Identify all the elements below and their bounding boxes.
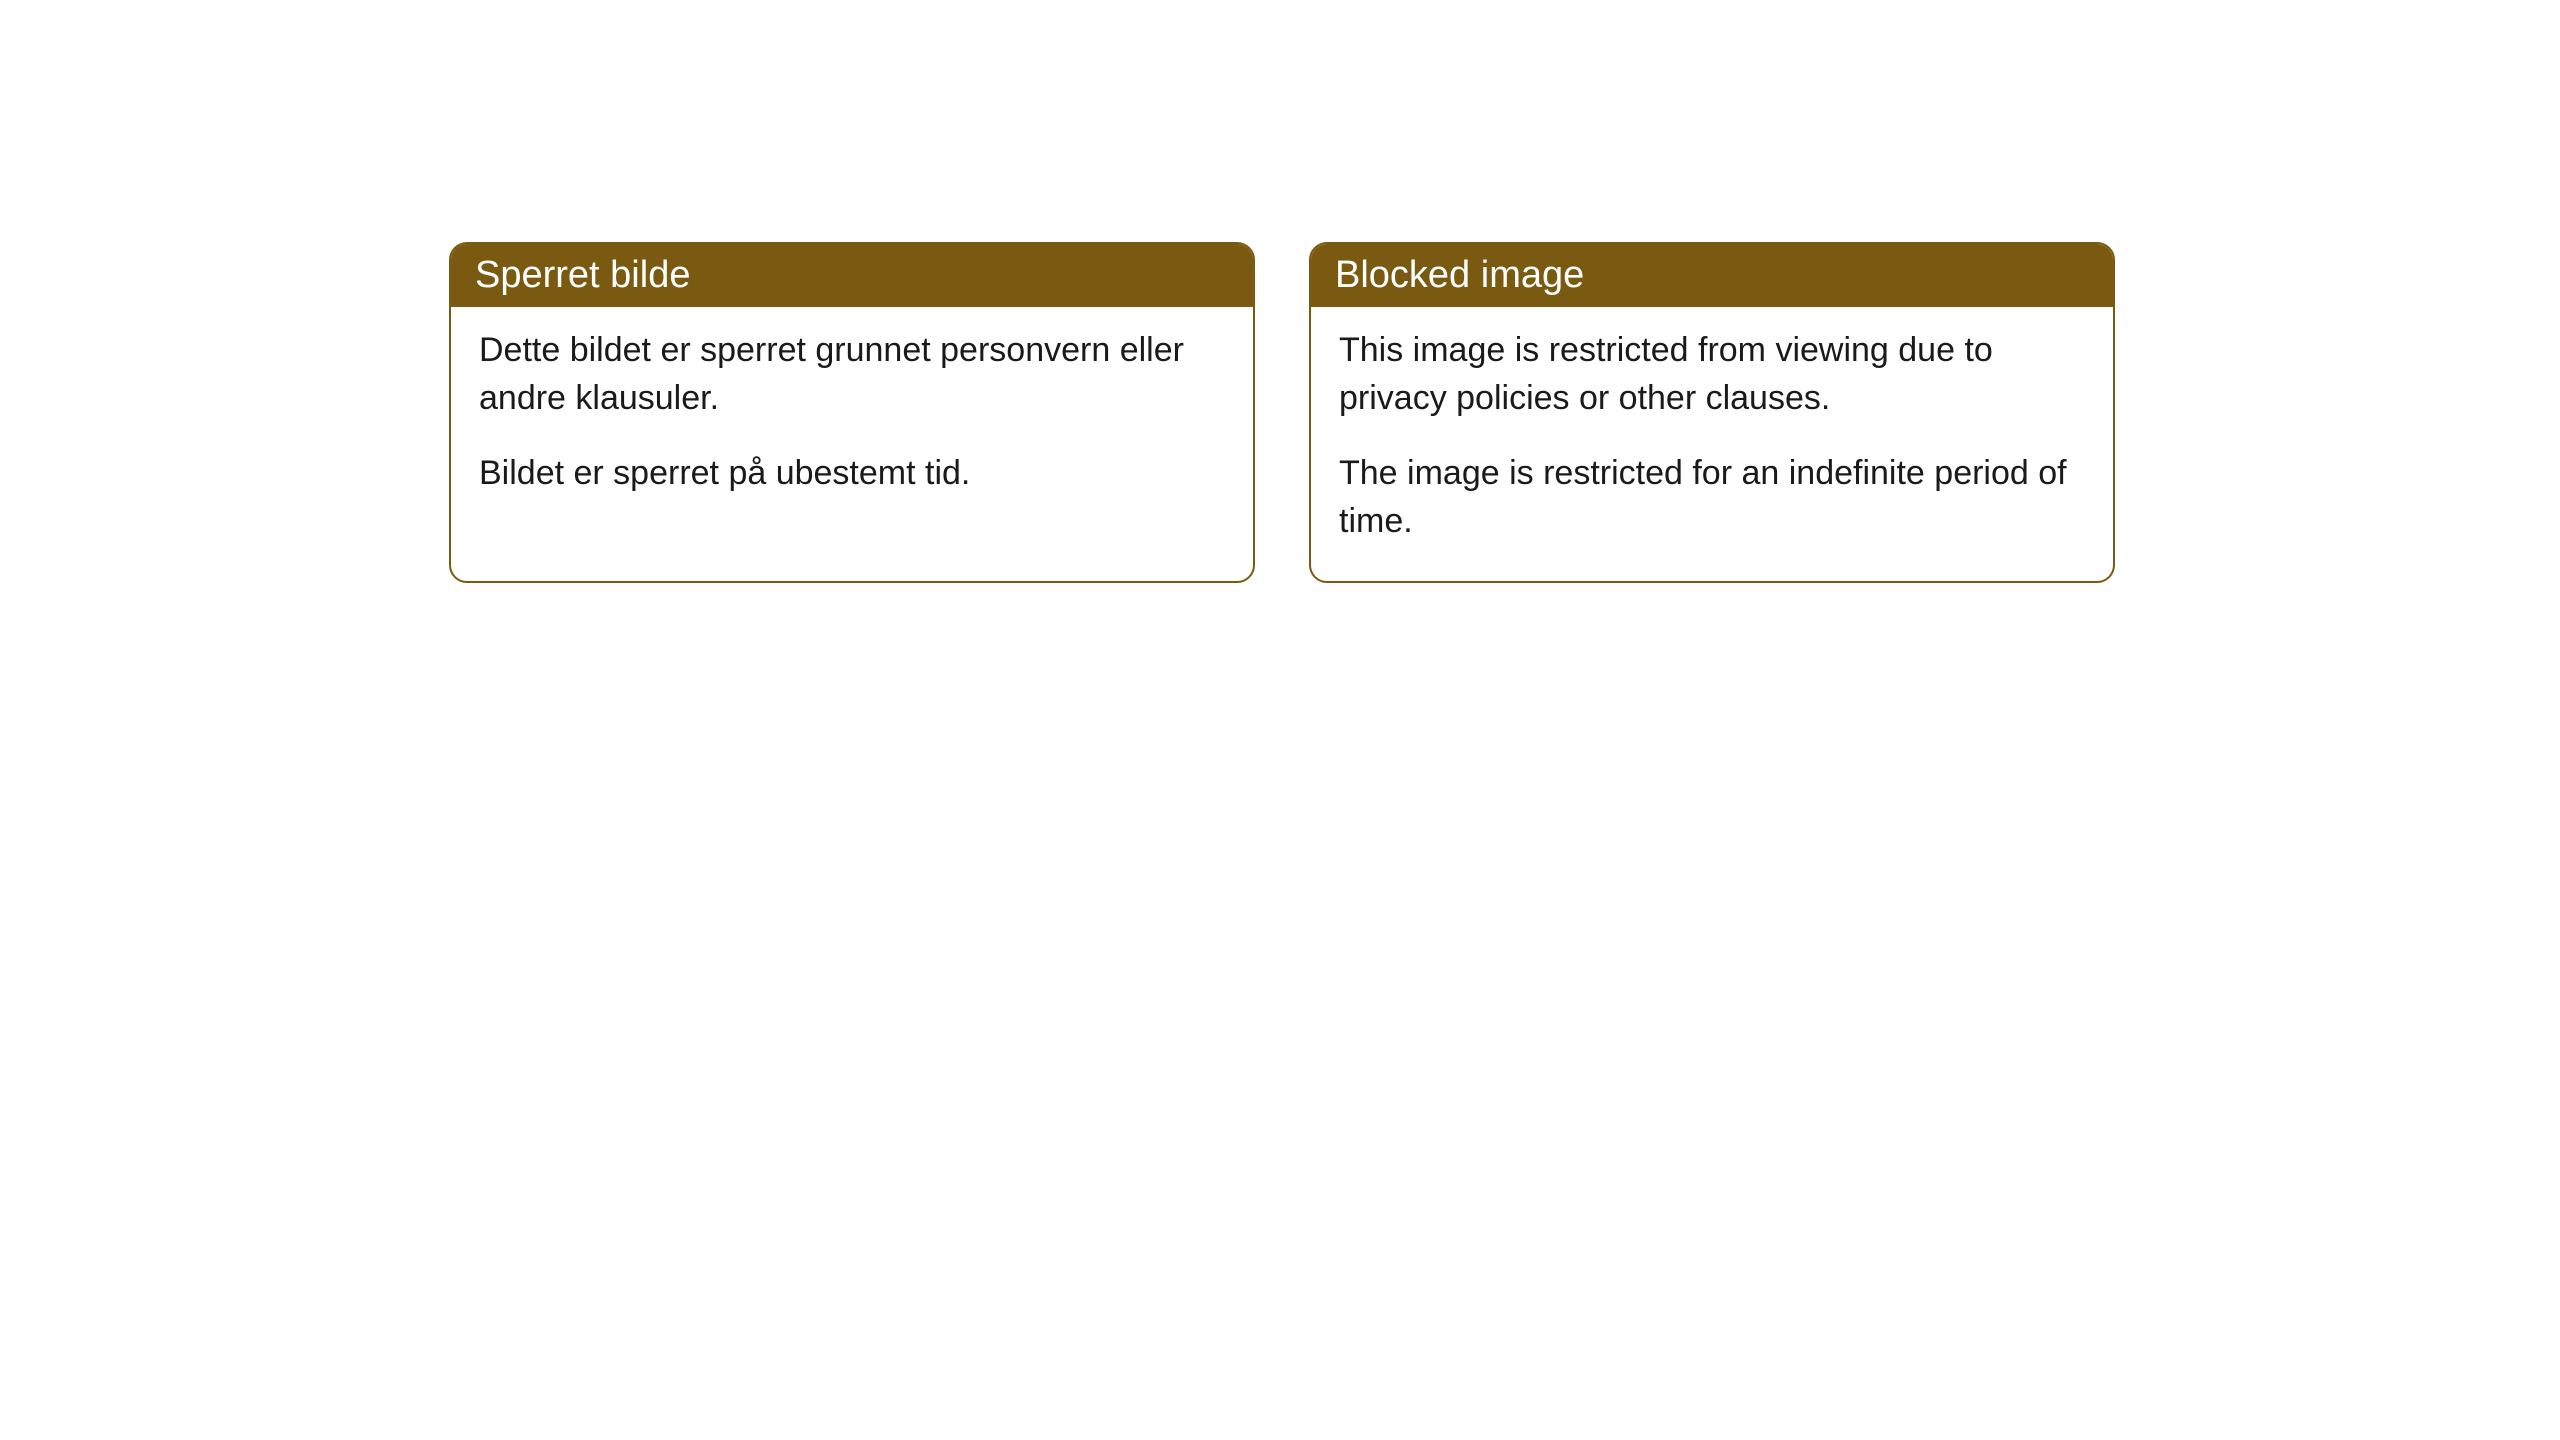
card-paragraph-2-norwegian: Bildet er sperret på ubestemt tid. (479, 450, 1225, 498)
notice-cards-container: Sperret bilde Dette bildet er sperret gr… (449, 242, 2115, 583)
notice-card-english: Blocked image This image is restricted f… (1309, 242, 2115, 583)
card-paragraph-1-norwegian: Dette bildet er sperret grunnet personve… (479, 327, 1225, 422)
card-title-norwegian: Sperret bilde (475, 254, 690, 296)
notice-card-norwegian: Sperret bilde Dette bildet er sperret gr… (449, 242, 1255, 583)
card-paragraph-1-english: This image is restricted from viewing du… (1339, 327, 2085, 422)
card-header-english: Blocked image (1311, 244, 2113, 307)
card-body-norwegian: Dette bildet er sperret grunnet personve… (451, 307, 1253, 534)
card-paragraph-2-english: The image is restricted for an indefinit… (1339, 450, 2085, 545)
card-title-english: Blocked image (1335, 254, 1584, 296)
card-header-norwegian: Sperret bilde (451, 244, 1253, 307)
card-body-english: This image is restricted from viewing du… (1311, 307, 2113, 581)
